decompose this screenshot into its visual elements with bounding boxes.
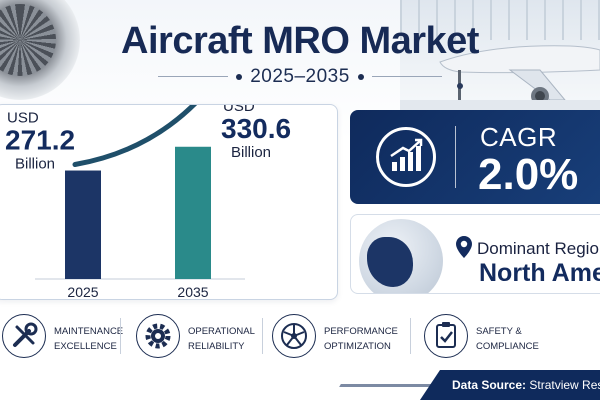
airplane-illustration: [400, 45, 600, 112]
dot-right: [357, 73, 364, 80]
value-label-number: 330.6: [221, 113, 291, 144]
region-panel: Dominant Region: North America: [350, 214, 600, 294]
dot-left: [236, 73, 243, 80]
value-label-unit: Billion: [15, 156, 55, 173]
data-source-text: Data Source: Stratview Research: [452, 378, 600, 392]
value-label-prefix: USD: [223, 105, 255, 115]
market-size-chart: 2025 2035 USD 271.2 Billion USD 330.6 Billion: [0, 104, 338, 300]
x-tick-label: 2035: [177, 284, 208, 300]
region-label: Dominant Region:: [477, 239, 600, 258]
feature-divider: [120, 318, 121, 354]
turbine-glyph: [281, 323, 307, 349]
feature-divider: [410, 318, 411, 354]
engine-fan: [0, 4, 56, 76]
feature-text: SAFETY & COMPLIANCE: [476, 324, 539, 354]
globe-icon: [359, 219, 443, 293]
bar-2035: [175, 146, 211, 279]
growth-chart-icon: [376, 127, 436, 187]
data-source-name: Stratview Research: [529, 378, 600, 392]
feature-line2: OPTIMIZATION: [324, 341, 391, 352]
region-value: North America: [479, 259, 600, 287]
divider-left: [158, 76, 229, 78]
feature-line1: MAINTENANCE: [54, 326, 124, 337]
turbine-icon: [272, 314, 316, 358]
tools-icon: [2, 314, 46, 358]
value-label-prefix: USD: [7, 110, 39, 127]
cagr-panel: CAGR 2.0%: [350, 110, 600, 204]
feature-performance: PERFORMANCE OPTIMIZATION: [272, 314, 402, 362]
cagr-divider: [455, 126, 456, 188]
x-tick-label: 2025: [67, 284, 98, 300]
north-america-map: [367, 237, 413, 287]
divider-right: [371, 76, 442, 78]
bar-2025: [65, 170, 101, 279]
gear-icon: [136, 314, 180, 358]
tools-glyph: [13, 322, 38, 347]
value-label-number: 271.2: [5, 125, 75, 156]
data-source-footer: Data Source: Stratview Research: [420, 370, 600, 400]
data-source-label: Data Source:: [452, 378, 527, 392]
hangar-aircraft-image: [400, 0, 600, 112]
hangar-truss: [400, 0, 600, 40]
feature-line1: SAFETY &: [476, 326, 522, 337]
year-range: 2025–2035: [0, 66, 600, 88]
value-label-unit: Billion: [231, 144, 271, 161]
jet-engine-image: [0, 0, 80, 100]
location-pin-icon: [456, 236, 472, 258]
feature-text: PERFORMANCE OPTIMIZATION: [324, 324, 398, 354]
feature-line2: EXCELLENCE: [54, 341, 117, 352]
feature-line1: OPERATIONAL: [188, 326, 255, 337]
checklist-glyph: [436, 322, 456, 348]
growth-arrow: [72, 105, 198, 168]
growth-chart-glyph: [390, 138, 423, 171]
feature-maintenance: MAINTENANCE EXCELLENCE: [2, 314, 123, 362]
feature-safety: SAFETY & COMPLIANCE: [424, 314, 544, 362]
checklist-icon: [424, 314, 468, 358]
feature-line1: PERFORMANCE: [324, 326, 398, 337]
feature-reliability: OPERATIONAL RELIABILITY: [136, 314, 256, 362]
feature-line2: RELIABILITY: [188, 341, 245, 352]
feature-text: OPERATIONAL RELIABILITY: [188, 324, 255, 354]
feature-divider: [262, 318, 263, 354]
feature-text: MAINTENANCE EXCELLENCE: [54, 324, 123, 354]
gear-glyph: [145, 323, 171, 349]
cagr-label: CAGR: [480, 122, 558, 152]
page-title: Aircraft MRO Market: [121, 20, 479, 62]
cagr-value: 2.0%: [478, 150, 579, 199]
year-range-text: 2025–2035: [250, 66, 350, 87]
feature-line2: COMPLIANCE: [476, 341, 539, 352]
